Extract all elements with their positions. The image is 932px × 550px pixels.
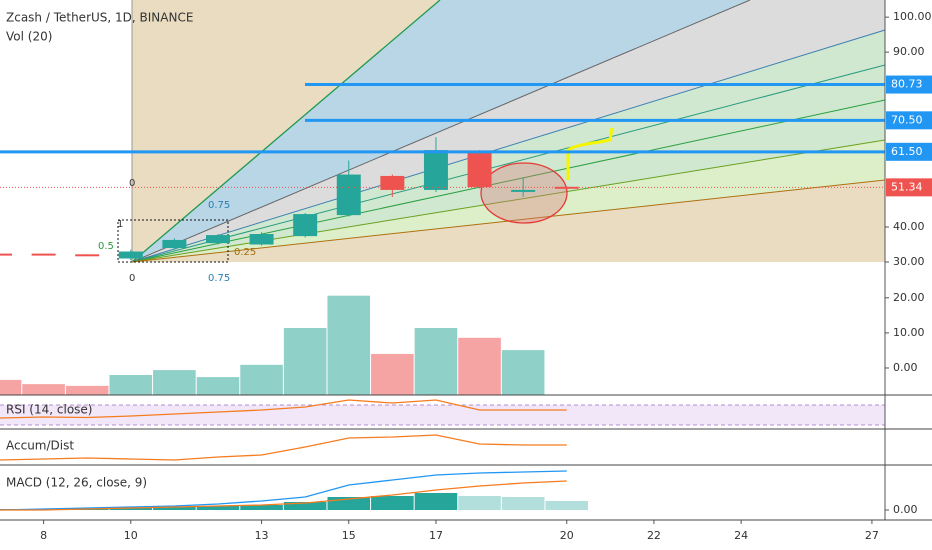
- price-level-label: 70.50: [891, 113, 923, 126]
- chart-title: Zcash / TetherUS, 1D, BINANCE: [6, 11, 193, 25]
- y-tick-label: 90.00: [893, 45, 925, 58]
- y-tick-label: 0.00: [893, 361, 918, 374]
- macd-histogram-bar: [240, 505, 283, 510]
- candle-body: [162, 239, 187, 249]
- volume-bar: [283, 327, 327, 395]
- candle-body: [205, 235, 230, 244]
- x-tick-label: 27: [865, 529, 879, 542]
- x-tick-label: 8: [40, 529, 47, 542]
- rsi-band: [0, 405, 885, 425]
- candle-body: [118, 251, 143, 259]
- macd-line: [0, 480, 567, 511]
- last-price-tag: [886, 178, 932, 197]
- candle-body: [75, 254, 100, 257]
- x-tick-label: 10: [124, 529, 138, 542]
- fan-line: [131, 29, 886, 263]
- macd-histogram-bar: [414, 493, 458, 510]
- fan-label: 0.25: [234, 247, 256, 258]
- candle-body: [423, 150, 448, 190]
- candle-body: [511, 189, 536, 192]
- y-tick-label: 0.00: [893, 503, 918, 516]
- gann-fan: 0 0.75 0 0.75 0.25 0.5 1: [98, 0, 886, 284]
- fan-line: [131, 64, 886, 263]
- fan-label: 1: [117, 219, 123, 230]
- indicator-title: Vol (20): [6, 30, 52, 44]
- y-tick-label: 30.00: [893, 255, 925, 268]
- indicator-title: RSI (14, close): [6, 403, 92, 417]
- macd-histogram-bar: [545, 501, 589, 510]
- y-tick-label: 100.00: [893, 10, 932, 23]
- fan-label: 0: [129, 273, 135, 284]
- volume-bar: [109, 375, 153, 395]
- volume-bar: [196, 377, 240, 395]
- candle-body: [249, 234, 274, 245]
- fan-label: 0: [129, 178, 135, 189]
- volume-bar: [65, 385, 109, 395]
- last-price-label: 51.34: [891, 180, 923, 193]
- x-tick-label: 20: [560, 529, 574, 542]
- indicator-line: [0, 434, 567, 461]
- x-tick-label: 13: [255, 529, 269, 542]
- price-level-tag: [886, 142, 932, 161]
- marks: [0, 16, 889, 524]
- fan-line: [131, 0, 751, 263]
- candle-body: [293, 214, 318, 237]
- x-tick-label: 22: [647, 529, 661, 542]
- volume-bar: [327, 295, 371, 395]
- fan-label: 0.5: [98, 241, 114, 252]
- indicator-line: [0, 399, 567, 419]
- candle-body: [0, 253, 12, 256]
- candle-body: [380, 175, 405, 190]
- highlight-ellipse: [480, 162, 568, 224]
- macd-line: [0, 470, 567, 511]
- price-level-label: 80.73: [891, 78, 923, 91]
- x-tick-label: 24: [734, 529, 748, 542]
- indicator-title: MACD (12, 26, close, 9): [6, 476, 147, 490]
- volume-bar: [414, 327, 458, 395]
- y-tick-label: 20.00: [893, 291, 925, 304]
- price-level-label: 61.50: [891, 145, 923, 158]
- volume-bar: [371, 353, 414, 395]
- macd-histogram-bar: [501, 497, 545, 510]
- y-tick-label: 40.00: [893, 220, 925, 233]
- candle-body: [467, 152, 492, 188]
- macd-histogram-bar: [283, 502, 327, 510]
- x-tick-label: 15: [342, 529, 356, 542]
- volume-bar: [501, 350, 545, 395]
- candle-body: [336, 174, 361, 216]
- volume-bar: [153, 370, 196, 395]
- macd-histogram-bar: [109, 508, 153, 510]
- fan-line: [131, 0, 441, 263]
- volume-bar: [22, 384, 65, 395]
- volume-bar: [240, 364, 283, 395]
- price-level-tag: [886, 75, 932, 94]
- indicator-title: Accum/Dist: [6, 439, 74, 453]
- volume-bar: [458, 337, 501, 395]
- price-level-tag: [886, 111, 932, 130]
- fan-zone: [132, 0, 885, 262]
- projection-path: [566, 127, 614, 180]
- macd-histogram-bar: [371, 496, 414, 510]
- candle-body: [31, 253, 56, 256]
- y-tick-label: 10.00: [893, 326, 925, 339]
- macd-histogram-bar: [196, 506, 240, 510]
- macd-histogram-bar: [153, 507, 196, 510]
- volume-bar: [0, 379, 22, 395]
- macd-histogram-bar: [458, 496, 501, 510]
- x-tick-label: 17: [429, 529, 443, 542]
- fan-label: 0.75: [208, 273, 230, 284]
- candle-body: [554, 186, 579, 189]
- fan-label: 0.75: [208, 200, 230, 211]
